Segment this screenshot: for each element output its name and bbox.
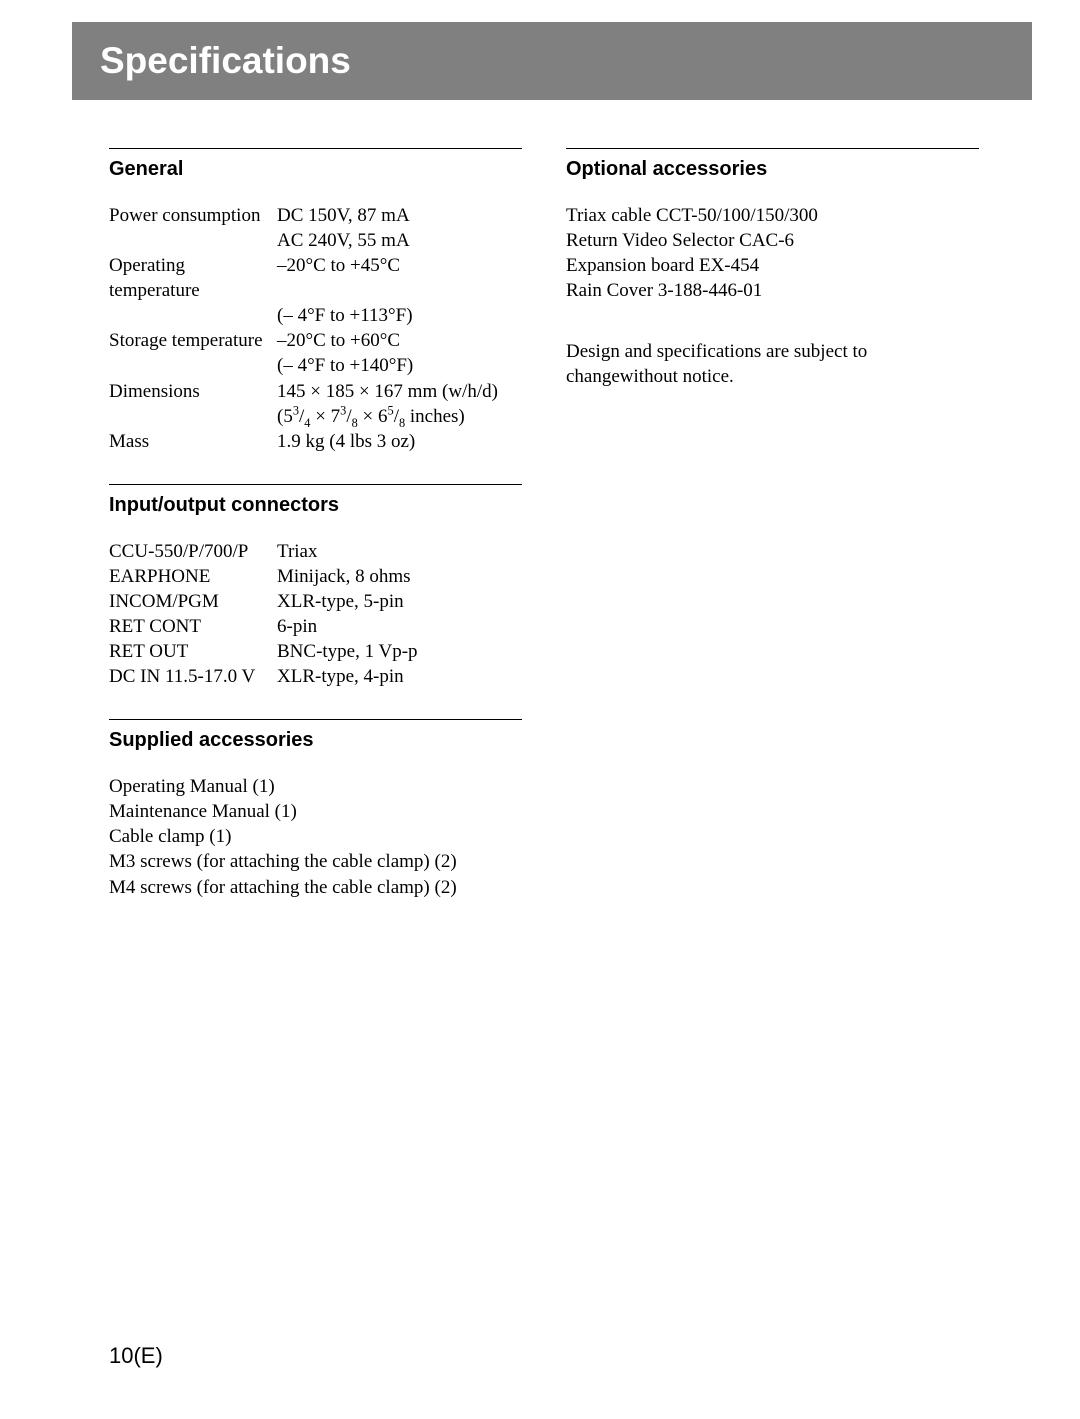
spec-value: XLR-type, 4-pin xyxy=(277,664,522,689)
spec-value: XLR-type, 5-pin xyxy=(277,589,522,614)
spec-label: Mass xyxy=(109,429,277,454)
section-rule xyxy=(109,484,522,485)
section-rule xyxy=(109,148,522,149)
page-number: 10(E) xyxy=(109,1343,163,1369)
spec-label: Dimensions xyxy=(109,379,277,404)
spec-label xyxy=(109,404,277,429)
spec-row: (53/4 × 73/8 × 65/8 inches) xyxy=(109,404,522,429)
spec-row: EARPHONE Minijack, 8 ohms xyxy=(109,564,522,589)
list-item: Cable clamp (1) xyxy=(109,824,522,849)
spec-label: DC IN 11.5-17.0 V xyxy=(109,664,277,689)
spec-row: (– 4°F to +113°F) xyxy=(109,303,522,328)
spec-value: DC 150V, 87 mA xyxy=(277,203,522,228)
section-heading-io: Input/output connectors xyxy=(109,494,522,517)
spec-value: –20°C to +60°C xyxy=(277,328,522,353)
spec-row: RET CONT 6-pin xyxy=(109,614,522,639)
page-title: Specifications xyxy=(100,40,351,81)
spec-row: DC IN 11.5-17.0 V XLR-type, 4-pin xyxy=(109,664,522,689)
supplied-list: Operating Manual (1) Maintenance Manual … xyxy=(109,774,522,899)
spec-row: RET OUT BNC-type, 1 Vp-p xyxy=(109,639,522,664)
spec-row: AC 240V, 55 mA xyxy=(109,228,522,253)
spec-label: INCOM/PGM xyxy=(109,589,277,614)
general-table: Power consumption DC 150V, 87 mA AC 240V… xyxy=(109,203,522,454)
spec-row: Storage temperature –20°C to +60°C xyxy=(109,328,522,353)
list-item: Operating Manual (1) xyxy=(109,774,522,799)
spec-label: Operating temperature xyxy=(109,253,277,303)
list-item: Rain Cover 3-188-446-01 xyxy=(566,278,979,303)
list-item: Maintenance Manual (1) xyxy=(109,799,522,824)
left-column: General Power consumption DC 150V, 87 mA… xyxy=(109,148,522,930)
spec-row: Mass 1.9 kg (4 lbs 3 oz) xyxy=(109,429,522,454)
spec-value: Triax xyxy=(277,539,522,564)
spec-row: INCOM/PGM XLR-type, 5-pin xyxy=(109,589,522,614)
spec-value: 145 × 185 × 167 mm (w/h/d) xyxy=(277,379,522,404)
spec-row: CCU-550/P/700/P Triax xyxy=(109,539,522,564)
spec-label xyxy=(109,353,277,378)
spec-value: 1.9 kg (4 lbs 3 oz) xyxy=(277,429,522,454)
spec-label: RET CONT xyxy=(109,614,277,639)
page-title-bar: Specifications xyxy=(72,22,1032,100)
spec-row: (– 4°F to +140°F) xyxy=(109,353,522,378)
list-item: Expansion board EX-454 xyxy=(566,253,979,278)
spec-label: RET OUT xyxy=(109,639,277,664)
spec-value: (53/4 × 73/8 × 65/8 inches) xyxy=(277,404,522,429)
spec-label: CCU-550/P/700/P xyxy=(109,539,277,564)
spec-row: Dimensions 145 × 185 × 167 mm (w/h/d) xyxy=(109,379,522,404)
io-table: CCU-550/P/700/P Triax EARPHONE Minijack,… xyxy=(109,539,522,689)
spec-value: AC 240V, 55 mA xyxy=(277,228,522,253)
spec-value: –20°C to +45°C xyxy=(277,253,522,303)
section-heading-supplied: Supplied accessories xyxy=(109,729,522,752)
spec-label: Storage temperature xyxy=(109,328,277,353)
section-rule xyxy=(109,719,522,720)
optional-list: Triax cable CCT-50/100/150/300 Return Vi… xyxy=(566,203,979,303)
spec-label xyxy=(109,228,277,253)
spec-value: (– 4°F to +140°F) xyxy=(277,353,522,378)
spec-label: EARPHONE xyxy=(109,564,277,589)
spec-value: 6-pin xyxy=(277,614,522,639)
spec-value: Minijack, 8 ohms xyxy=(277,564,522,589)
list-item: M3 screws (for attaching the cable clamp… xyxy=(109,849,522,874)
right-column: Optional accessories Triax cable CCT-50/… xyxy=(566,148,979,930)
content-columns: General Power consumption DC 150V, 87 mA… xyxy=(109,148,979,930)
spec-label xyxy=(109,303,277,328)
spec-label: Power consumption xyxy=(109,203,277,228)
section-rule xyxy=(566,148,979,149)
list-item: Return Video Selector CAC-6 xyxy=(566,228,979,253)
change-notice: Design and specifications are subject to… xyxy=(566,339,979,389)
spec-row: Operating temperature –20°C to +45°C xyxy=(109,253,522,303)
list-item: Triax cable CCT-50/100/150/300 xyxy=(566,203,979,228)
spec-value: (– 4°F to +113°F) xyxy=(277,303,522,328)
section-heading-optional: Optional accessories xyxy=(566,158,979,181)
spec-row: Power consumption DC 150V, 87 mA xyxy=(109,203,522,228)
spec-value: BNC-type, 1 Vp-p xyxy=(277,639,522,664)
list-item: M4 screws (for attaching the cable clamp… xyxy=(109,875,522,900)
section-heading-general: General xyxy=(109,158,522,181)
